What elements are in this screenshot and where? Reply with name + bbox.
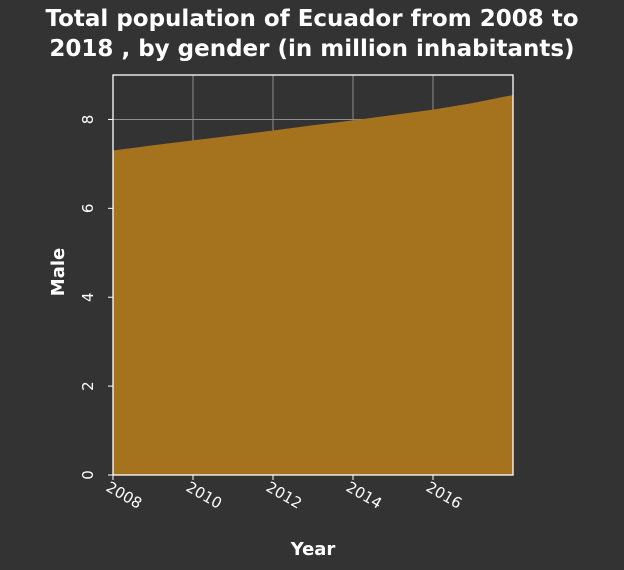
- x-tick-label-2014: 2014: [343, 478, 385, 513]
- y-tick-label-4: 4: [79, 292, 97, 302]
- y-axis-label: Male: [48, 248, 69, 296]
- y-tick-label-0: 0: [79, 470, 97, 480]
- x-tick-label-2010: 2010: [183, 478, 225, 513]
- y-tick-label-2: 2: [79, 381, 97, 391]
- x-tick-label-2008: 2008: [103, 478, 145, 513]
- x-tick-label-2016: 2016: [423, 478, 465, 513]
- chart-title: Total population of Ecuador from 2008 to…: [0, 4, 624, 64]
- y-tick-label-8: 8: [79, 115, 97, 125]
- area-series-male: [113, 95, 513, 475]
- chart-title-line-2: 2018 , by gender (in million inhabitants…: [49, 36, 575, 62]
- plot-border: [112, 74, 514, 476]
- plot-frame: [112, 74, 514, 476]
- x-tick-label-2012: 2012: [263, 478, 305, 513]
- x-axis-label: Year: [290, 539, 336, 560]
- x-axis-ticks: 2008 2010 2012 2014 2016: [103, 475, 465, 513]
- chart-title-line-1: Total population of Ecuador from 2008 to: [45, 6, 579, 32]
- y-axis-ticks: 0 2 4 6 8: [79, 115, 113, 480]
- y-tick-label-6: 6: [79, 204, 97, 214]
